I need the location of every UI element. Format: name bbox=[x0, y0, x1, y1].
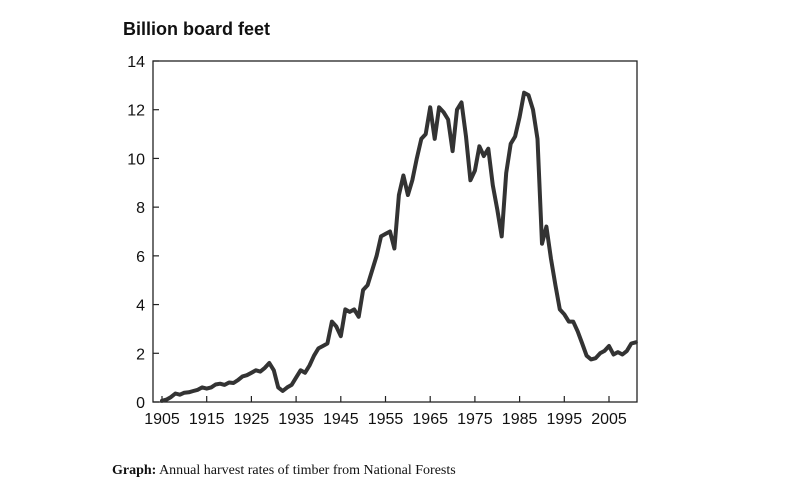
y-tick-label: 2 bbox=[136, 346, 145, 363]
x-tick-label: 1975 bbox=[457, 411, 493, 428]
y-tick-label: 8 bbox=[136, 200, 145, 217]
y-ticks: 0 2 4 6 8 10 12 14 bbox=[127, 54, 159, 412]
y-tick-label: 14 bbox=[127, 54, 145, 71]
x-tick-label: 1935 bbox=[278, 411, 314, 428]
chart-title: Billion board feet bbox=[123, 19, 271, 39]
y-tick-label: 12 bbox=[127, 103, 145, 120]
x-tick-label: 1915 bbox=[189, 411, 225, 428]
caption-text: Annual harvest rates of timber from Nati… bbox=[156, 463, 456, 478]
figure-caption: Graph: Annual harvest rates of timber fr… bbox=[112, 463, 456, 479]
x-tick-label: 1905 bbox=[144, 411, 180, 428]
x-tick-label: 1985 bbox=[502, 411, 538, 428]
y-tick-label: 6 bbox=[136, 249, 145, 266]
y-tick-label: 4 bbox=[136, 298, 145, 315]
series-line bbox=[160, 90, 638, 403]
plot-frame bbox=[152, 60, 638, 403]
y-tick-label: 0 bbox=[136, 395, 145, 412]
series-group bbox=[160, 90, 638, 403]
x-tick-label: 2005 bbox=[591, 411, 627, 428]
x-tick-label: 1945 bbox=[323, 411, 359, 428]
x-tick-label: 1955 bbox=[368, 411, 404, 428]
axes bbox=[152, 60, 638, 403]
x-tick-label: 1965 bbox=[412, 411, 448, 428]
caption-label: Graph: bbox=[112, 463, 157, 478]
y-tick-label: 10 bbox=[127, 151, 145, 168]
x-tick-label: 1995 bbox=[547, 411, 583, 428]
x-tick-label: 1925 bbox=[234, 411, 270, 428]
x-ticks: 1905 1915 1925 1935 1945 1955 1965 1975 1985 1995… bbox=[144, 396, 627, 428]
